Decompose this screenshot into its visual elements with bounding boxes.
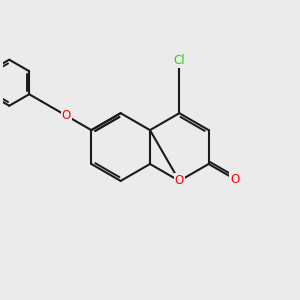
Text: O: O	[175, 174, 184, 188]
Text: O: O	[62, 109, 71, 122]
Text: O: O	[230, 173, 240, 186]
Text: Cl: Cl	[173, 54, 185, 67]
